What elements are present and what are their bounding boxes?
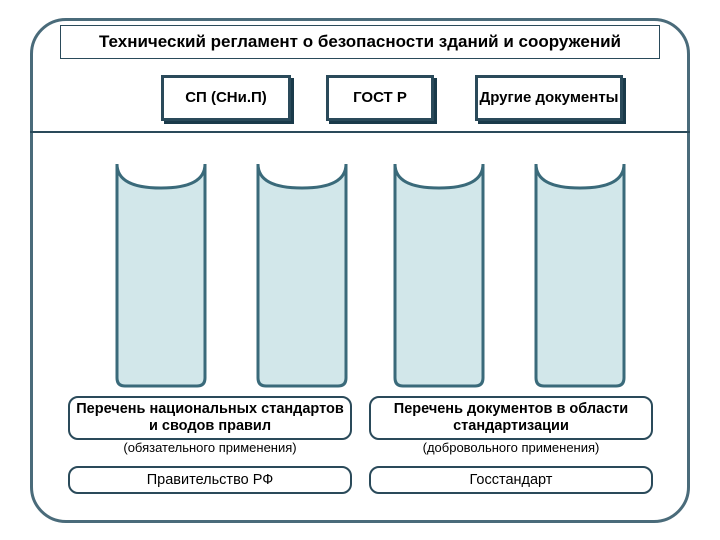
- list-mandatory-subtitle: (обязательного применения): [68, 440, 352, 455]
- category-sp: СП (СНи.П): [161, 75, 291, 121]
- beaker-2: [254, 162, 350, 388]
- beaker-1: [113, 162, 209, 388]
- beaker-4: [532, 162, 628, 388]
- list-voluntary-title: Перечень документов в области стандартиз…: [369, 396, 653, 440]
- beaker-3: [391, 162, 487, 388]
- list-voluntary-authority: Госстандарт: [369, 466, 653, 494]
- category-gost-r: ГОСТ Р: [326, 75, 434, 121]
- category-other: Другие документы: [475, 75, 623, 121]
- list-mandatory-title: Перечень национальных стандартов и сводо…: [68, 396, 352, 440]
- list-voluntary-subtitle: (добровольного применения): [369, 440, 653, 455]
- diagram-title: Технический регламент о безопасности зда…: [60, 25, 660, 59]
- divider-line: [30, 131, 690, 133]
- list-mandatory-authority: Правительство РФ: [68, 466, 352, 494]
